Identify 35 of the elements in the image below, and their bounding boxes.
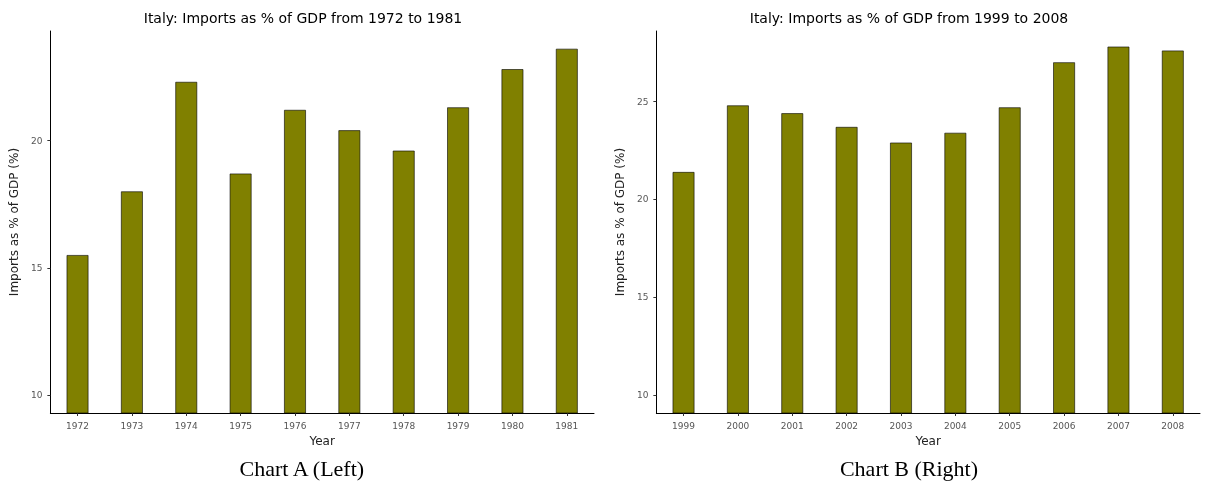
chart-title: Italy: Imports as % of GDP from 1972 to 1981 [143, 10, 463, 26]
x-tick-label: 1976 [283, 420, 307, 431]
x-tick-label: 1973 [120, 420, 144, 431]
x-tick-label: 1978 [392, 420, 416, 431]
x-tick-label: 2000 [726, 420, 750, 431]
y-axis-title: Imports as % of GDP (%) [7, 147, 21, 297]
x-tick-label: 2006 [1052, 420, 1076, 431]
y-tick-label: 15 [30, 262, 43, 273]
x-tick-label: 1975 [229, 420, 253, 431]
x-tick-label: 2001 [780, 420, 804, 431]
chart-title: Italy: Imports as % of GDP from 1999 to 2008 [749, 10, 1069, 26]
x-tick-label: 1979 [446, 420, 470, 431]
x-tick-label: 1980 [501, 420, 525, 431]
x-tick-label: 1977 [337, 420, 361, 431]
x-tick-label: 2002 [835, 420, 859, 431]
x-tick-label: 1981 [555, 420, 579, 431]
x-tick-label: 2003 [889, 420, 913, 431]
y-tick-label: 20 [636, 194, 649, 205]
y-tick-label: 15 [636, 292, 649, 303]
y-tick-label: 20 [30, 135, 43, 146]
x-tick-label: 2004 [943, 420, 968, 431]
y-axis-title: Imports as % of GDP (%) [613, 147, 627, 297]
x-tick-label: 1972 [66, 420, 89, 431]
x-tick-label: 1999 [672, 420, 696, 431]
text: Chart B (Right) [839, 455, 979, 481]
text: Chart A (Left) [239, 455, 365, 481]
x-axis-title: Year [914, 434, 941, 448]
x-tick-label: 2007 [1107, 420, 1130, 431]
y-tick-label: 10 [636, 390, 649, 401]
x-axis-title: Year [308, 434, 335, 448]
y-tick-label: 25 [636, 96, 649, 107]
x-tick-label: 2005 [998, 420, 1022, 431]
x-tick-label: 2008 [1161, 420, 1185, 431]
x-tick-label: 1974 [174, 420, 198, 431]
y-tick-label: 10 [30, 390, 43, 401]
